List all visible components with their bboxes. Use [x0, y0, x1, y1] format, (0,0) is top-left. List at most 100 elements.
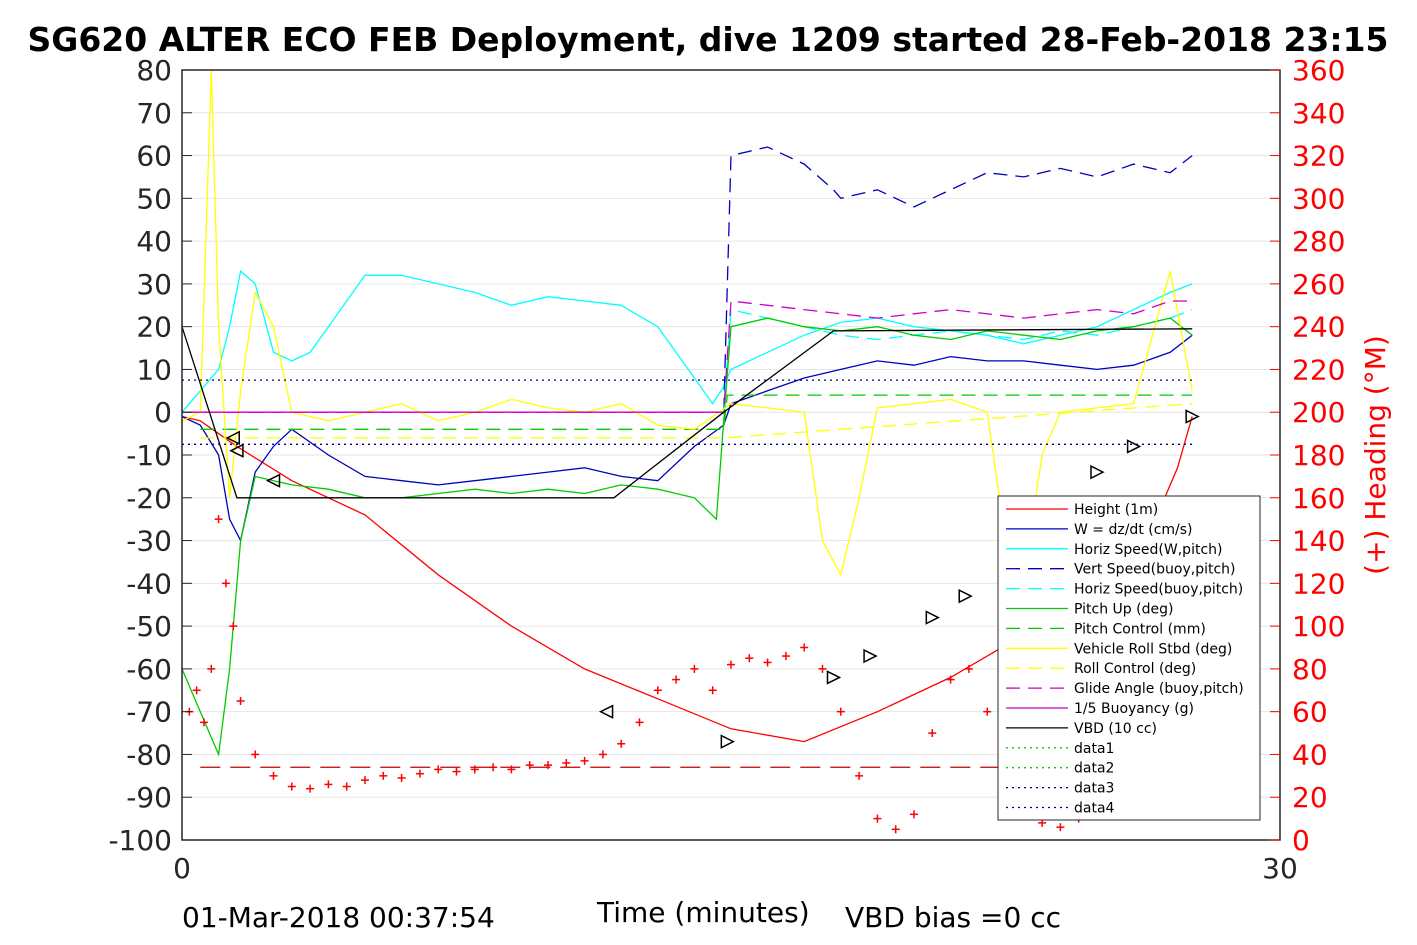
y-tick-label: -100	[108, 824, 172, 857]
heading-point	[489, 763, 498, 772]
y-right-tick-label: 0	[1292, 824, 1310, 857]
heading-point	[470, 765, 479, 774]
y-right-tick-label: 60	[1292, 696, 1328, 729]
legend-entry: Horiz Speed(W,pitch)	[1074, 542, 1222, 558]
y-tick-label: -20	[126, 482, 172, 515]
heading-point	[873, 814, 882, 823]
series-line-8	[200, 403, 1193, 439]
y-axis-right-label: (+) Heading (°M)	[1359, 335, 1392, 575]
heading-point	[342, 782, 351, 791]
y-right-tick-label: 120	[1292, 567, 1345, 600]
y-right-tick-label: 180	[1292, 439, 1345, 472]
y-tick-label: -10	[126, 439, 172, 472]
heading-point	[727, 660, 735, 669]
heading-point	[653, 686, 662, 695]
heading-point	[946, 675, 955, 684]
heading-point	[379, 771, 388, 780]
heading-point	[562, 759, 571, 767]
marker-triangle	[225, 430, 240, 446]
heading-point	[214, 515, 223, 524]
heading-point	[598, 750, 607, 759]
y-tick-label: 0	[154, 396, 172, 429]
legend-entry: data2	[1074, 761, 1114, 777]
legend-entry: data3	[1074, 781, 1114, 797]
heading-point	[269, 771, 278, 780]
y-right-tick-label: 260	[1292, 268, 1345, 301]
y-right-tick-label: 40	[1292, 738, 1328, 771]
heading-point	[1056, 823, 1065, 832]
heading-point	[207, 664, 216, 673]
marker-triangle	[720, 734, 736, 749]
marker-triangle	[265, 473, 281, 488]
y-tick-label: 40	[136, 225, 172, 258]
heading-point	[617, 739, 626, 748]
marker-triangle	[598, 704, 614, 719]
heading-point	[763, 658, 772, 667]
heading-point	[192, 686, 201, 695]
heading-point	[251, 750, 260, 759]
heading-point	[324, 780, 333, 789]
heading-point	[708, 686, 717, 695]
y-right-tick-label: 80	[1292, 653, 1328, 686]
y-axis-right: 3603403203002802602402202001801601401201…	[1270, 54, 1345, 857]
legend: Height (1m) W = dz/dt (cm/s) Horiz Speed(W…	[997, 495, 1261, 821]
legend-entry: 1/5 Buoyancy (g)	[1074, 701, 1194, 717]
legend-box	[997, 495, 1261, 821]
series-line-2	[181, 269, 1193, 413]
chart-title: SG620 ALTER ECO FEB Deployment, dive 120…	[27, 20, 1388, 59]
y-right-tick-label: 340	[1292, 97, 1345, 130]
series-line-5	[181, 317, 1193, 757]
y-tick-label: 80	[136, 54, 172, 87]
heading-point	[745, 654, 754, 663]
marker-triangle	[1126, 439, 1142, 454]
heading-point	[672, 675, 681, 684]
y-right-tick-label: 20	[1292, 781, 1328, 814]
y-tick-label: -50	[126, 610, 172, 643]
y-tick-label: 30	[136, 268, 172, 301]
y-right-tick-label: 100	[1292, 610, 1345, 643]
y-tick-label: -30	[126, 525, 172, 558]
heading-point	[964, 664, 973, 673]
legend-entry: Pitch Up (deg)	[1074, 602, 1173, 618]
y-right-tick-label: 360	[1292, 54, 1345, 87]
series-line-3	[723, 146, 1193, 413]
x-axis: 0 30	[173, 852, 1298, 885]
x-axis-label: Time (minutes)	[596, 896, 810, 929]
footer-vbd-bias: VBD bias =0 cc	[845, 901, 1061, 934]
y-tick-label: -60	[126, 653, 172, 686]
heading-point	[910, 810, 918, 819]
heading-point	[855, 771, 864, 780]
y-tick-label: 60	[136, 140, 172, 173]
legend-entry: W = dz/dt (cm/s)	[1074, 522, 1193, 538]
legend-entry: Roll Control (deg)	[1074, 661, 1196, 677]
y-tick-label: -90	[126, 781, 172, 814]
heading-point	[229, 622, 238, 631]
legend-entry: Vehicle Roll Stbd (deg)	[1074, 641, 1232, 657]
heading-point	[221, 579, 230, 588]
heading-point	[434, 765, 443, 774]
y-tick-label: -40	[126, 567, 172, 600]
heading-point	[800, 643, 809, 652]
heading-point	[836, 707, 845, 716]
y-right-tick-label: 140	[1292, 525, 1345, 558]
y-tick-label: 70	[136, 97, 172, 130]
marker-triangle	[1185, 409, 1200, 424]
series-line-6	[200, 394, 1193, 430]
legend-entry: Glide Angle (buoy,pitch)	[1074, 681, 1244, 697]
heading-point	[287, 782, 296, 791]
heading-point	[635, 718, 644, 727]
y-right-tick-label: 160	[1292, 482, 1345, 515]
x-tick-label: 30	[1262, 852, 1298, 885]
heading-point	[306, 784, 315, 793]
y-tick-label: -70	[126, 696, 172, 729]
heading-point	[361, 776, 369, 785]
marker-triangle	[958, 588, 973, 604]
y-tick-label: 10	[136, 353, 172, 386]
heading-point	[507, 765, 516, 774]
y-axis-left: 80 70 60 50 40 30 20 10 0 -10 -20 -30 -40 -50 -60 -70 -8…	[108, 54, 192, 857]
legend-entry: Horiz Speed(buoy,pitch)	[1074, 582, 1243, 598]
marker-triangle	[863, 648, 878, 664]
y-right-tick-label: 200	[1292, 396, 1345, 429]
legend-entry: data1	[1074, 741, 1114, 757]
